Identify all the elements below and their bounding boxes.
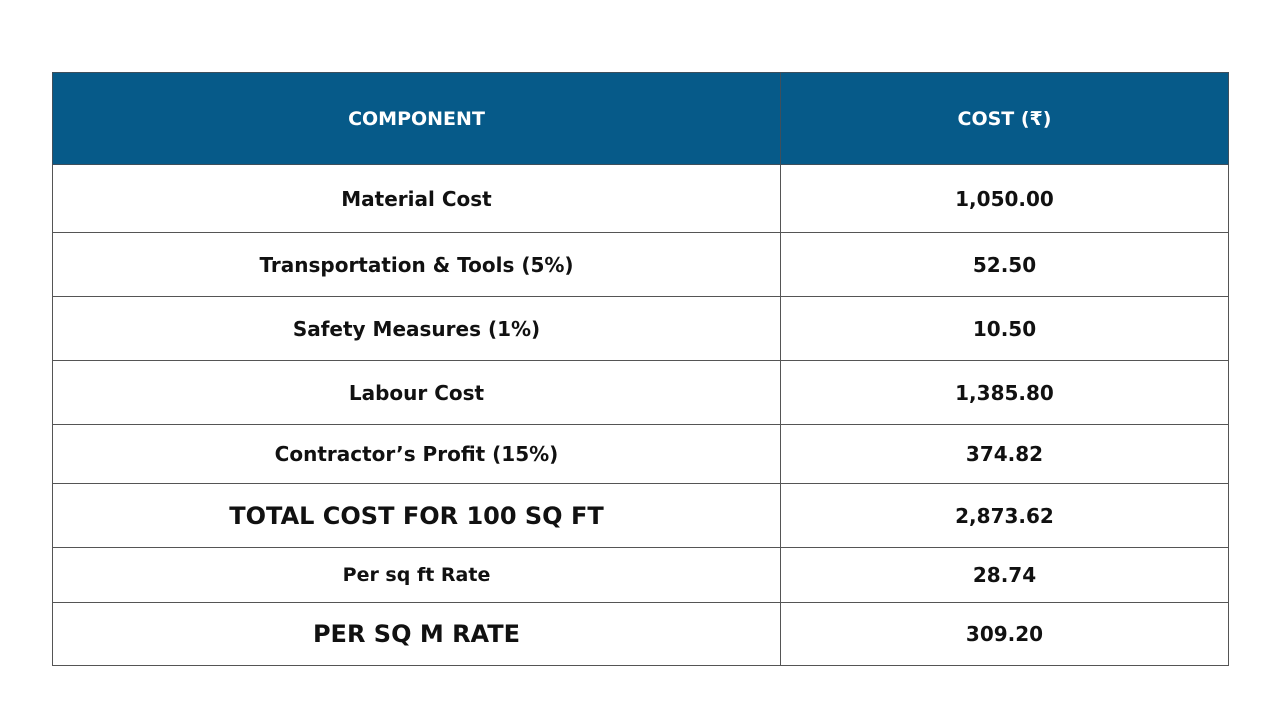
component-cell: Safety Measures (1%) xyxy=(52,296,781,361)
per-sq-m-rate-label: PER SQ M RATE xyxy=(52,602,781,666)
table-row: Transportation & Tools (5%) 52.50 xyxy=(52,232,1229,297)
total-cost-label: TOTAL COST FOR 100 SQ FT xyxy=(52,483,781,548)
table-row: Per sq ft Rate 28.74 xyxy=(52,547,1229,603)
total-cost-value: 2,873.62 xyxy=(780,483,1229,548)
per-sq-m-rate-value: 309.20 xyxy=(780,602,1229,666)
cost-cell: 10.50 xyxy=(780,296,1229,361)
component-cell: Per sq ft Rate xyxy=(52,547,781,603)
cost-breakdown-table: COMPONENT COST (₹) Material Cost 1,050.0… xyxy=(52,72,1229,666)
total-cost-row: TOTAL COST FOR 100 SQ FT 2,873.62 xyxy=(52,483,1229,548)
cost-table-container: COMPONENT COST (₹) Material Cost 1,050.0… xyxy=(52,72,1229,666)
cost-cell: 1,050.00 xyxy=(780,164,1229,233)
component-cell: Contractor’s Profit (15%) xyxy=(52,424,781,484)
cost-cell: 52.50 xyxy=(780,232,1229,297)
table-row: Contractor’s Profit (15%) 374.82 xyxy=(52,424,1229,484)
cost-column-header: COST (₹) xyxy=(780,72,1229,165)
table-header-row: COMPONENT COST (₹) xyxy=(52,72,1229,165)
cost-cell: 1,385.80 xyxy=(780,360,1229,425)
table-row: Labour Cost 1,385.80 xyxy=(52,360,1229,425)
cost-cell: 28.74 xyxy=(780,547,1229,603)
component-cell: Material Cost xyxy=(52,164,781,233)
table-row: Safety Measures (1%) 10.50 xyxy=(52,296,1229,361)
per-sq-m-rate-row: PER SQ M RATE 309.20 xyxy=(52,602,1229,666)
component-cell: Transportation & Tools (5%) xyxy=(52,232,781,297)
table-row: Material Cost 1,050.00 xyxy=(52,164,1229,233)
cost-cell: 374.82 xyxy=(780,424,1229,484)
component-column-header: COMPONENT xyxy=(52,72,781,165)
component-cell: Labour Cost xyxy=(52,360,781,425)
